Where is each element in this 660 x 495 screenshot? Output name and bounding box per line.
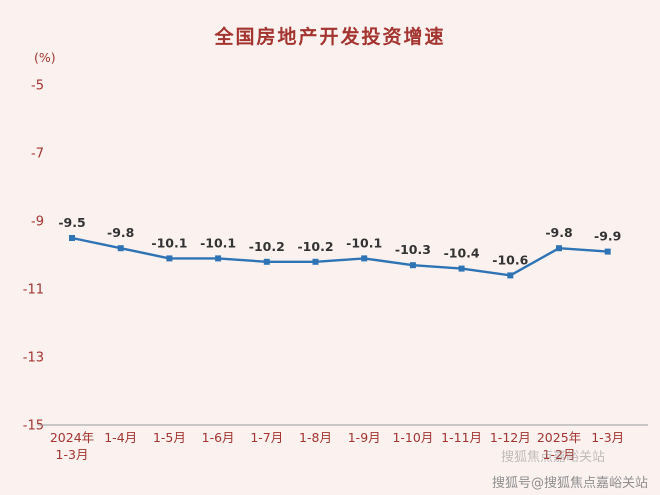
svg-text:-7: -7	[31, 147, 44, 162]
svg-text:-5: -5	[31, 79, 44, 94]
svg-text:-10.2: -10.2	[249, 239, 285, 254]
watermark-faint: 搜狐焦点嘉峪关站	[501, 446, 605, 465]
svg-text:1-11月: 1-11月	[441, 430, 482, 445]
svg-text:-10.3: -10.3	[395, 242, 431, 257]
svg-text:-10.4: -10.4	[444, 246, 480, 261]
svg-text:-10.6: -10.6	[492, 252, 528, 267]
chart-page: 全国房地产开发投资增速 (%) -5-7-9-11-13-15-9.5-9.8-…	[0, 0, 660, 495]
svg-text:2024年: 2024年	[50, 430, 94, 445]
svg-text:-9.5: -9.5	[58, 215, 85, 230]
svg-text:1-12月: 1-12月	[490, 430, 531, 445]
svg-text:-15: -15	[23, 419, 44, 434]
svg-text:1-3月: 1-3月	[591, 430, 624, 445]
svg-text:1-9月: 1-9月	[348, 430, 381, 445]
svg-text:1-3月: 1-3月	[56, 447, 89, 462]
svg-text:1-10月: 1-10月	[392, 430, 433, 445]
svg-text:1-7月: 1-7月	[250, 430, 283, 445]
svg-text:-9: -9	[31, 215, 44, 230]
svg-text:-10.1: -10.1	[200, 235, 236, 250]
line-chart: -5 -7 -9 -11 -13 -15 -9.5 -9.8 -10.1 -10.1 -10.2 -1…	[0, 0, 660, 495]
svg-text:-10.1: -10.1	[151, 235, 187, 250]
svg-text:-13: -13	[23, 351, 44, 366]
svg-text:1-6月: 1-6月	[202, 430, 235, 445]
svg-text:2025年: 2025年	[537, 430, 581, 445]
svg-text:1-8月: 1-8月	[299, 430, 332, 445]
svg-text:-10.1: -10.1	[346, 235, 382, 250]
svg-text:-9.8: -9.8	[107, 225, 134, 240]
svg-text:-9.9: -9.9	[594, 229, 621, 244]
svg-text:-10.2: -10.2	[297, 239, 333, 254]
svg-text:1-4月: 1-4月	[104, 430, 137, 445]
svg-text:-11: -11	[23, 283, 44, 298]
svg-text:-9.8: -9.8	[545, 225, 572, 240]
watermark: 搜狐号@搜狐焦点嘉峪关站	[492, 472, 648, 491]
svg-text:1-5月: 1-5月	[153, 430, 186, 445]
